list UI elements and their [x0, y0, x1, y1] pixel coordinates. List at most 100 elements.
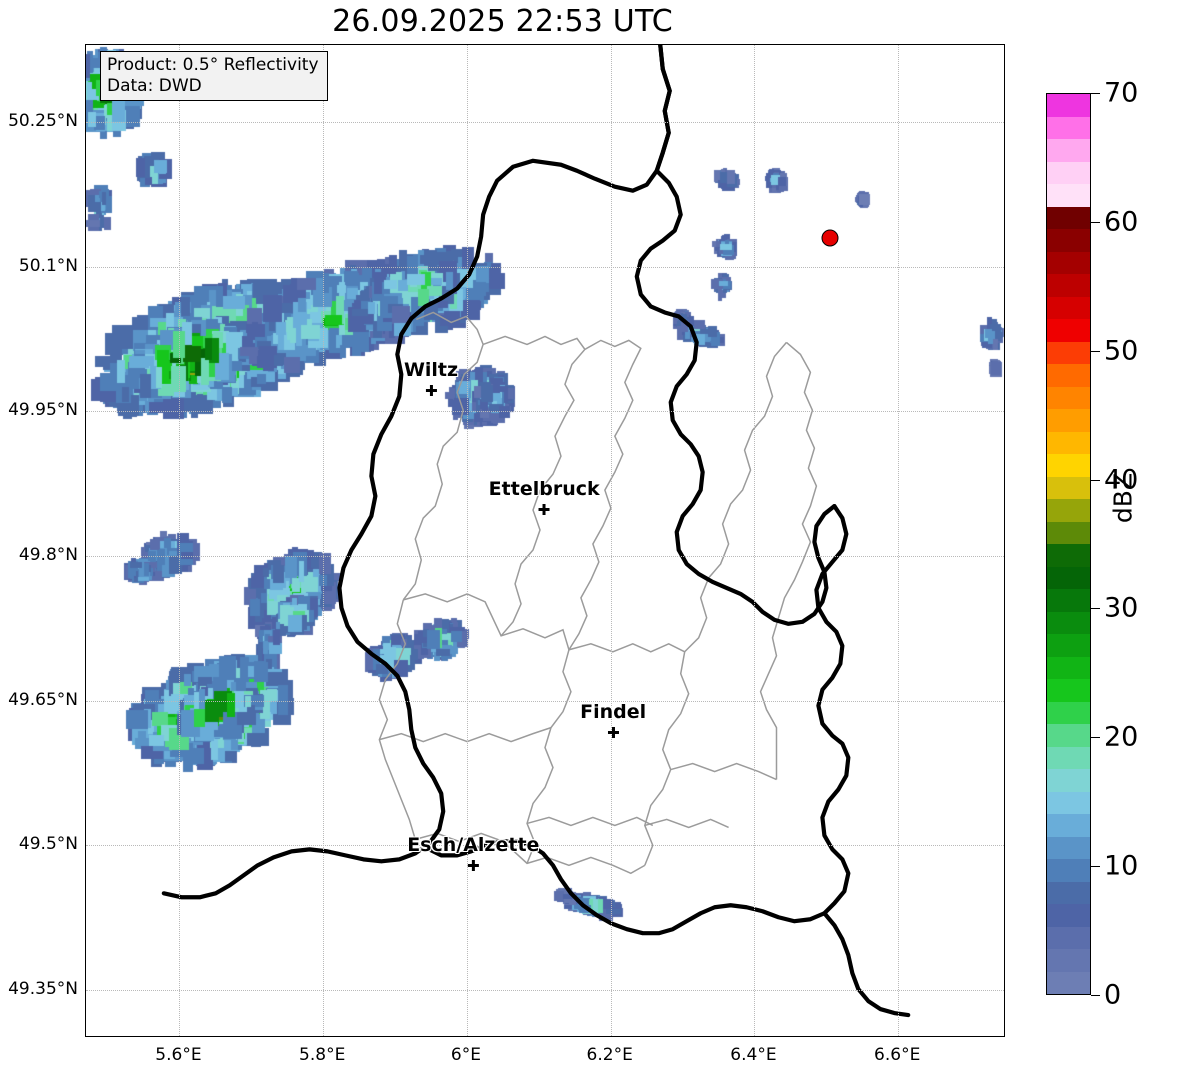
colorbar-segment	[1047, 880, 1090, 904]
colorbar-tick-label: 10	[1104, 850, 1139, 882]
city-label: Findel	[580, 701, 647, 724]
y-tick-label-text: 49.95°N	[8, 400, 78, 421]
gridline-horizontal	[86, 266, 1004, 268]
map-canvas: Product: 0.5° Reflectivity Data: DWD Wil…	[86, 45, 1004, 1036]
city-label: Esch/Alzette	[407, 834, 540, 857]
colorbar-segment	[1047, 970, 1090, 994]
map-plot-area[interactable]: Product: 0.5° Reflectivity Data: DWD Wil…	[85, 44, 1005, 1037]
gridline-horizontal	[86, 122, 1004, 124]
colorbar-segment	[1047, 160, 1090, 184]
gridline-horizontal	[86, 989, 1004, 991]
colorbar-segment	[1047, 587, 1090, 612]
data-source-line: Data: DWD	[107, 75, 202, 96]
x-tick-label: 6.6°E	[874, 1045, 921, 1065]
colorbar-segment	[1047, 610, 1090, 634]
city-marker-ettelbruck: Ettelbruck	[488, 477, 600, 515]
colorbar-segment	[1047, 632, 1090, 657]
y-tick-label: 49.65°N	[8, 690, 148, 710]
colorbar-segment	[1047, 857, 1090, 882]
colorbar-segment	[1047, 655, 1090, 679]
colorbar-segment	[1047, 520, 1090, 544]
colorbar-segment	[1047, 362, 1090, 387]
colorbar-segment	[1047, 115, 1090, 139]
gridline-vertical	[179, 45, 181, 1036]
y-tick-label-text: 50.25°N	[8, 111, 78, 132]
cross-marker-icon	[467, 860, 479, 872]
colorbar-segment	[1047, 250, 1090, 274]
colorbar-segment	[1047, 790, 1090, 814]
gridline-vertical	[610, 45, 612, 1036]
colorbar-segment	[1047, 407, 1090, 432]
colorbar-segment	[1047, 182, 1090, 207]
colorbar-segment	[1047, 745, 1090, 769]
gridline-vertical	[898, 45, 900, 1036]
colorbar-gradient	[1046, 93, 1091, 995]
colorbar-tick	[1091, 866, 1100, 868]
x-tick-label: 5.8°E	[299, 1045, 346, 1065]
cross-marker-icon	[607, 727, 619, 739]
colorbar-tick-label: 40	[1104, 464, 1139, 496]
colorbar-segment	[1047, 542, 1090, 567]
y-tick-label-text: 49.35°N	[8, 978, 78, 999]
city-marker-esch-alzette: Esch/Alzette	[407, 834, 540, 872]
y-tick-label: 50.1°N	[19, 256, 137, 276]
gridline-horizontal	[86, 555, 1004, 557]
colorbar-segment	[1047, 677, 1090, 702]
gridline-vertical	[466, 45, 468, 1036]
colorbar-segment	[1047, 835, 1090, 859]
colorbar-tick	[1091, 737, 1100, 739]
colorbar-segment	[1047, 272, 1090, 297]
colorbar-tick-label: 30	[1104, 592, 1139, 624]
colorbar-tick	[1091, 221, 1100, 223]
y-tick-label: 50.25°N	[8, 111, 148, 131]
gridline-vertical	[323, 45, 325, 1036]
city-label: Wiltz	[403, 358, 459, 381]
colorbar-segment	[1047, 430, 1090, 454]
colorbar-tick-label: 20	[1104, 721, 1139, 753]
colorbar-segment	[1047, 722, 1090, 747]
colorbar-segment	[1047, 497, 1090, 522]
colorbar-segment	[1047, 565, 1090, 589]
x-tick-label: 6.2°E	[586, 1045, 633, 1065]
colorbar[interactable]: 0 10 20 30 40 50 60 70	[1046, 78, 1138, 1011]
gridline-vertical	[754, 45, 756, 1036]
colorbar-tick	[1091, 608, 1100, 610]
city-label: Ettelbruck	[488, 477, 600, 500]
y-tick-label: 49.5°N	[19, 834, 137, 854]
gridline-horizontal	[86, 700, 1004, 702]
colorbar-tick-label: 50	[1104, 335, 1139, 367]
colorbar-segment	[1047, 475, 1090, 499]
radar-reflectivity-layer	[86, 45, 1004, 1036]
colorbar-tick-label: 60	[1104, 206, 1139, 238]
y-tick-label-text: 50.1°N	[18, 255, 78, 276]
colorbar-segment	[1047, 137, 1090, 162]
colorbar-tick-label: 0	[1104, 979, 1122, 1011]
product-info-box: Product: 0.5° Reflectivity Data: DWD	[100, 51, 328, 102]
gridline-horizontal	[86, 411, 1004, 413]
colorbar-segment	[1047, 205, 1090, 229]
colorbar-tick	[1091, 350, 1100, 352]
colorbar-segment	[1047, 317, 1090, 342]
colorbar-segment	[1047, 902, 1090, 927]
colorbar-segment	[1047, 227, 1090, 252]
colorbar-segment	[1047, 94, 1090, 117]
radar-site-dot[interactable]	[821, 229, 839, 247]
colorbar-segment	[1047, 767, 1090, 792]
colorbar-tick-label: 70	[1104, 77, 1139, 109]
y-tick-label: 49.95°N	[8, 400, 148, 420]
gridline-horizontal	[86, 845, 1004, 847]
colorbar-segment	[1047, 452, 1090, 477]
colorbar-segment	[1047, 295, 1090, 319]
colorbar-tick	[1091, 93, 1100, 94]
x-tick-label: 5.6°E	[155, 1045, 202, 1065]
y-tick-label: 49.35°N	[8, 979, 148, 999]
y-tick-label-text: 49.8°N	[18, 544, 78, 565]
y-tick-label: 49.8°N	[19, 545, 137, 565]
cross-marker-icon	[538, 503, 550, 515]
colorbar-segment	[1047, 947, 1090, 972]
colorbar-tick	[1091, 479, 1100, 481]
colorbar-segment	[1047, 700, 1090, 724]
cross-marker-icon	[425, 384, 437, 396]
colorbar-segment	[1047, 385, 1090, 409]
